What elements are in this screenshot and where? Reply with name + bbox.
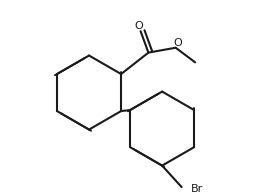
Text: O: O [134,21,143,31]
Text: O: O [173,38,182,48]
Text: Br: Br [191,184,204,194]
